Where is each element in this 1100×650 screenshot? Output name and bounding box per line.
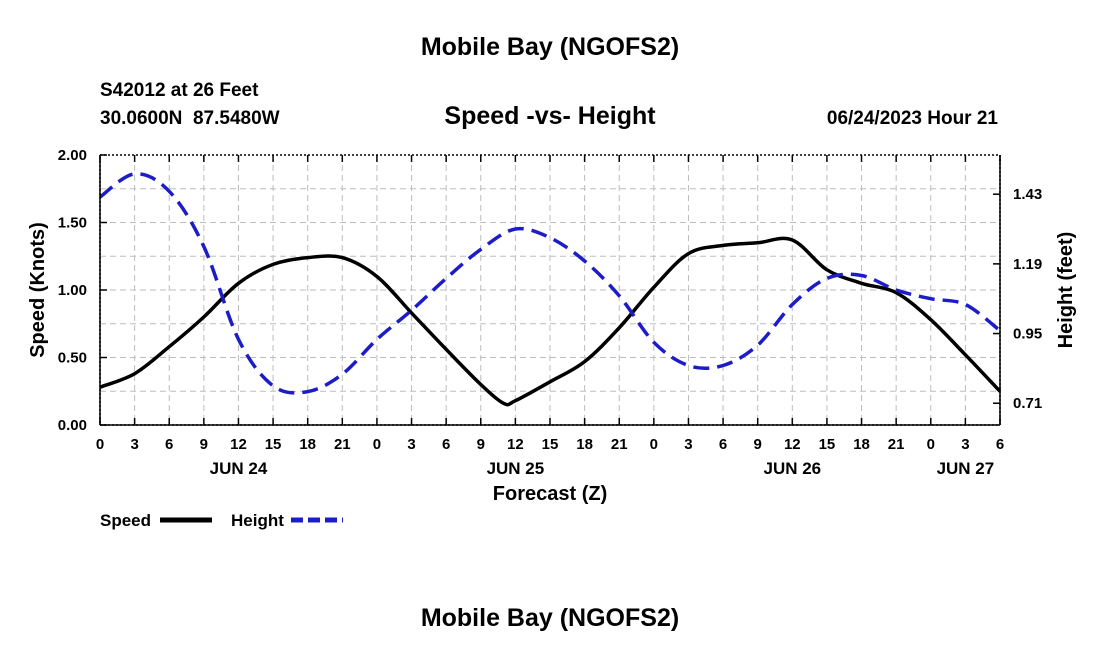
y2-tick-label: 1.43 bbox=[1013, 186, 1042, 203]
x-tick-label: 12 bbox=[784, 436, 801, 453]
x-tick-label: 6 bbox=[996, 436, 1004, 453]
y-tick-label: 1.50 bbox=[58, 215, 87, 232]
y2-tick-label: 0.71 bbox=[1013, 395, 1042, 412]
y-tick-label: 0.50 bbox=[58, 350, 87, 367]
y-tick-label: 0.00 bbox=[58, 417, 87, 434]
x-axis-title: Forecast (Z) bbox=[493, 483, 607, 505]
x-tick-label: 6 bbox=[165, 436, 173, 453]
x-tick-label: 0 bbox=[373, 436, 381, 453]
x-tick-label: 0 bbox=[650, 436, 658, 453]
x-tick-label: 0 bbox=[96, 436, 104, 453]
grid-lines bbox=[100, 155, 1000, 425]
legend-height-label: Height bbox=[231, 511, 284, 530]
station-coordinates: 30.0600N 87.5480W bbox=[100, 108, 280, 129]
x-tick-label: 6 bbox=[442, 436, 450, 453]
x-tick-label: 21 bbox=[334, 436, 351, 453]
series-layer bbox=[98, 172, 1002, 407]
x-tick-label: 3 bbox=[961, 436, 969, 453]
x-tick-label: 9 bbox=[754, 436, 762, 453]
x-tick-label: 0 bbox=[927, 436, 935, 453]
x-tick-label: 9 bbox=[200, 436, 208, 453]
date-label: JUN 24 bbox=[210, 459, 268, 478]
y-tick-label: 2.00 bbox=[58, 147, 87, 164]
x-tick-label: 3 bbox=[407, 436, 415, 453]
series-speed-line bbox=[99, 236, 1002, 407]
series-height-line bbox=[98, 172, 1002, 395]
x-tick-label: 18 bbox=[299, 436, 316, 453]
station-label: S42012 at 26 Feet bbox=[100, 80, 259, 101]
x-tick-label: 21 bbox=[888, 436, 905, 453]
chart-subtitle: Speed -vs- Height bbox=[444, 102, 656, 130]
date-label: JUN 27 bbox=[937, 459, 995, 478]
x-tick-label: 12 bbox=[230, 436, 247, 453]
x-tick-label: 21 bbox=[611, 436, 628, 453]
legend-speed-label: Speed bbox=[100, 511, 151, 530]
date-label: JUN 25 bbox=[487, 459, 545, 478]
axes: 0 3 6 9 12 15 18 21 0 3 6 9 12 15 18 21 0 3 6 9 12 15 18 21 0 3 6J… bbox=[58, 147, 1042, 478]
x-tick-label: 15 bbox=[265, 436, 282, 453]
x-tick-label: 9 bbox=[477, 436, 485, 453]
x-tick-label: 18 bbox=[576, 436, 593, 453]
footer-title: Mobile Bay (NGOFS2) bbox=[421, 604, 679, 632]
x-tick-label: 15 bbox=[819, 436, 836, 453]
date-label: JUN 26 bbox=[763, 459, 821, 478]
legend: Speed Height bbox=[100, 511, 343, 530]
page-title: Mobile Bay (NGOFS2) bbox=[421, 33, 679, 61]
x-tick-label: 3 bbox=[130, 436, 138, 453]
y2-axis-title: Height (feet) bbox=[1055, 232, 1077, 349]
y2-tick-label: 1.19 bbox=[1013, 256, 1042, 273]
x-tick-label: 18 bbox=[853, 436, 870, 453]
forecast-datetime: 06/24/2023 Hour 21 bbox=[827, 108, 999, 129]
x-tick-label: 12 bbox=[507, 436, 524, 453]
x-tick-label: 3 bbox=[684, 436, 692, 453]
y-tick-label: 1.00 bbox=[58, 282, 87, 299]
y-axis-title: Speed (Knots) bbox=[27, 222, 49, 358]
x-tick-label: 6 bbox=[719, 436, 727, 453]
x-tick-label: 15 bbox=[542, 436, 559, 453]
y2-tick-label: 0.95 bbox=[1013, 326, 1042, 343]
